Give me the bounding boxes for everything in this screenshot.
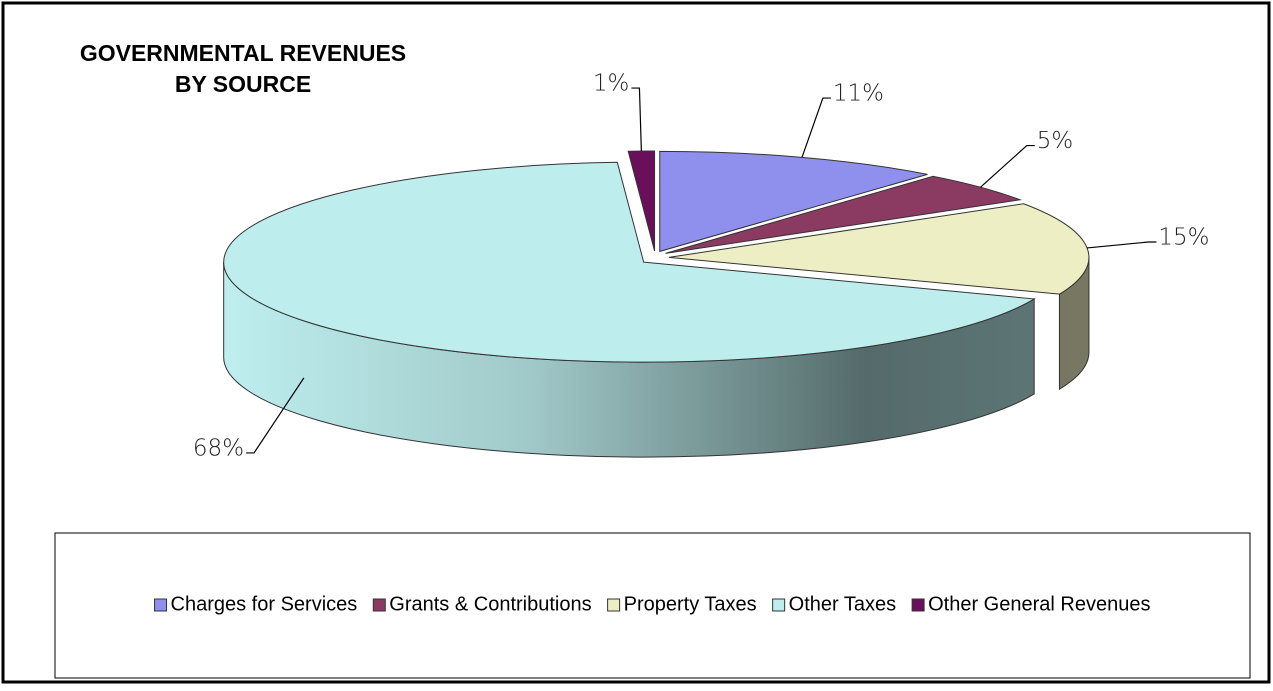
- leader-line: [980, 144, 1035, 188]
- legend-box: [54, 532, 1251, 679]
- leader-line: [246, 377, 305, 454]
- data-label: 68%: [193, 435, 244, 461]
- legend-label: Property Taxes: [624, 593, 757, 615]
- slice: [668, 203, 1090, 295]
- chart-title: GOVERNMENTAL REVENUES: [80, 40, 406, 66]
- legend-swatch: [607, 598, 621, 612]
- chart-title: BY SOURCE: [175, 71, 311, 97]
- legend-label: Grants & Contributions: [389, 593, 591, 615]
- data-label: 1%: [593, 71, 630, 97]
- legend-label: Charges for Services: [171, 593, 358, 615]
- leader-line: [631, 87, 642, 152]
- legend-swatch: [372, 598, 386, 612]
- leader-line: [801, 97, 831, 158]
- slice: [223, 161, 1036, 363]
- legend-swatch: [772, 598, 786, 612]
- legend-label: Other Taxes: [789, 593, 896, 615]
- data-label: 15%: [1158, 225, 1209, 251]
- data-label: 11%: [833, 81, 884, 107]
- data-label: 5%: [1037, 128, 1074, 154]
- legend-swatch: [154, 598, 168, 612]
- slice: [659, 150, 928, 253]
- leader-line: [1087, 241, 1157, 249]
- legend-label: Other General Revenues: [928, 593, 1150, 615]
- legend-swatch: [911, 598, 925, 612]
